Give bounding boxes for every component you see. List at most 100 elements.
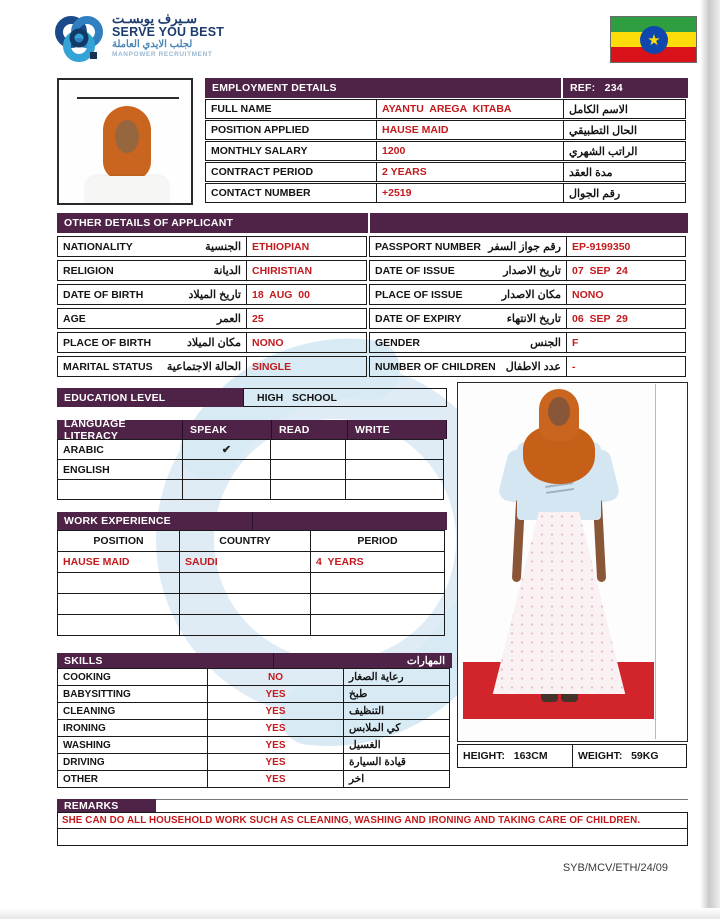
details-row: MARITAL STATUS الحالة الاجتماعية SINGLE N… — [57, 356, 688, 377]
education-level-value: HIGH SCHOOL — [257, 391, 337, 404]
applicant-headshot-photo — [57, 78, 193, 205]
remarks-header-line — [156, 799, 688, 800]
figure-skirt — [492, 512, 626, 694]
details-row: AGE العمر 25 DATE OF EXPIRY تاريخ الانتهاء… — [57, 308, 688, 329]
details-row: RELIGION الديانة CHIRISTIAN DATE OF ISSUE… — [57, 260, 688, 281]
other-details-header-right — [370, 213, 688, 233]
logo-subtitle: MANPOWER RECRUITMENT — [112, 51, 213, 59]
field-label-arabic: مكان الميلاد — [186, 337, 241, 349]
field-value: 1200 — [382, 145, 406, 157]
field-label: POSITION APPLIED — [211, 124, 310, 136]
skill-value: YES — [265, 739, 286, 751]
field-label-arabic: مدة العقد — [569, 166, 613, 179]
remarks-text: SHE CAN DO ALL HOUSEHOLD WORK SUCH AS CL… — [62, 815, 641, 826]
field-label: DATE OF ISSUE — [375, 264, 455, 277]
field-label: RELIGION — [63, 264, 114, 277]
language-literacy-header: LANGUAGE LITERACY — [57, 418, 183, 442]
footer-code: SYB/MCV/ETH/24/09 — [562, 862, 668, 874]
remarks-title: REMARKS — [57, 799, 156, 812]
check-icon: ✔ — [221, 444, 232, 456]
skill-label-arabic: اخر — [349, 773, 365, 785]
work-header-row: POSITION COUNTRY PERIOD — [57, 530, 447, 552]
field-label: NUMBER OF CHILDREN — [375, 360, 496, 373]
field-label: DATE OF EXPIRY — [375, 312, 462, 325]
photo-scan-line — [77, 97, 179, 99]
field-value: - — [572, 360, 576, 373]
details-row: PLACE OF BIRTH مكان الميلاد NONO GENDER ال… — [57, 332, 688, 353]
work-row — [57, 614, 447, 636]
details-row: NATIONALITY الجنسية ETHIOPIAN PASSPORT NU… — [57, 236, 688, 257]
skill-label-arabic: كي الملابس — [349, 722, 401, 734]
work-experience-title: WORK EXPERIENCE — [57, 512, 447, 530]
field-label: MARITAL STATUS — [63, 360, 153, 373]
language-name: ENGLISH — [63, 463, 110, 476]
details-row: DATE OF BIRTH تاريخ الميلاد 18 AUG 00 PLA… — [57, 284, 688, 305]
field-label: CONTRACT PERIOD — [211, 166, 314, 178]
field-value: EP-9199350 — [572, 240, 631, 253]
field-label: GENDER — [375, 336, 420, 349]
employment-row: MONTHLY SALARY 1200 الراتب الشهري — [205, 141, 688, 161]
skill-value: YES — [265, 756, 286, 768]
skill-value: YES — [265, 773, 286, 785]
physique-row: HEIGHT: 163CM WEIGHT: 59KG — [457, 744, 688, 768]
employment-row: POSITION APPLIED HAUSE MAID الحال التطبي… — [205, 120, 688, 140]
field-value: ETHIOPIAN — [252, 240, 310, 253]
period-value: 4 YEARS — [316, 556, 364, 568]
field-label: MONTHLY SALARY — [211, 145, 308, 157]
speak-header: SPEAK — [183, 420, 272, 439]
flag-red-stripe — [611, 47, 696, 62]
header-divider — [273, 653, 274, 668]
headshot-face — [115, 120, 139, 153]
field-value: 07 SEP 24 — [572, 264, 628, 277]
field-label-arabic: تاريخ الميلاد — [188, 289, 242, 301]
language-row: ENGLISH — [57, 459, 447, 480]
position-value: HAUSE MAID — [63, 556, 130, 568]
skill-value: YES — [265, 688, 286, 700]
field-value: CHIRISTIAN — [252, 264, 313, 277]
language-name: ARABIC — [63, 443, 104, 456]
ref-number: REF: 234 — [563, 78, 688, 98]
skill-label-arabic: قيادة السيارة — [349, 756, 406, 768]
field-label-arabic: عدد الاطفال — [505, 361, 561, 373]
applicant-fullbody-photo — [457, 382, 688, 742]
field-value: F — [572, 336, 579, 349]
skill-row: IRONING YES كي الملابس — [57, 719, 452, 737]
skills-section: SKILLS المهارات COOKING NO رعاية الصغار … — [57, 653, 452, 788]
field-value: NONO — [252, 336, 284, 349]
page-bottom-shadow — [0, 908, 720, 919]
country-header: COUNTRY — [219, 535, 271, 547]
skills-title-bar: SKILLS المهارات — [57, 653, 452, 668]
ethiopia-flag-icon: ★ — [610, 16, 697, 63]
skill-row: DRIVING YES قيادة السيارة — [57, 753, 452, 771]
logo-knot-icon — [55, 16, 103, 62]
skill-label: OTHER — [63, 773, 98, 785]
field-value: NONO — [572, 288, 604, 301]
language-row — [57, 479, 447, 500]
field-label: CONTACT NUMBER — [211, 187, 311, 199]
skill-label-arabic: رعاية الصغار — [349, 671, 404, 683]
remarks-section: REMARKS SHE CAN DO ALL HOUSEHOLD WORK SU… — [57, 799, 688, 846]
education-level-label: EDUCATION LEVEL — [57, 388, 243, 407]
figure-sandal — [541, 691, 558, 702]
logo-title: SERVE YOU BEST — [112, 24, 225, 39]
field-label-arabic: العمر — [216, 313, 241, 325]
work-experience-section: WORK EXPERIENCE POSITION COUNTRY PERIOD … — [57, 512, 447, 636]
flag-star-icon: ★ — [647, 31, 661, 49]
logo-arabic-title: سـيرف يوبسـت — [112, 11, 198, 26]
field-label-arabic: الديانة — [213, 265, 241, 277]
field-label: PLACE OF ISSUE — [375, 288, 463, 301]
employment-row: CONTRACT PERIOD 2 YEARS مدة العقد — [205, 162, 688, 182]
field-label-arabic: الحالة الاجتماعية — [166, 361, 241, 373]
work-row — [57, 572, 447, 594]
field-label-arabic: الحال التطبيقي — [569, 124, 638, 137]
field-value: 2 YEARS — [382, 166, 427, 178]
flag-green-stripe — [611, 17, 696, 32]
headshot-shoulders — [85, 176, 169, 203]
work-row — [57, 593, 447, 615]
other-details-section-title: OTHER DETAILS OF APPLICANT — [57, 213, 368, 233]
field-value: +2519 — [382, 187, 412, 199]
skill-label-arabic: الغسيل — [349, 739, 381, 751]
field-label-arabic: رقم الجوال — [569, 187, 621, 200]
skill-row: COOKING NO رعاية الصغار — [57, 668, 452, 686]
skills-title-arabic: المهارات — [406, 654, 445, 667]
